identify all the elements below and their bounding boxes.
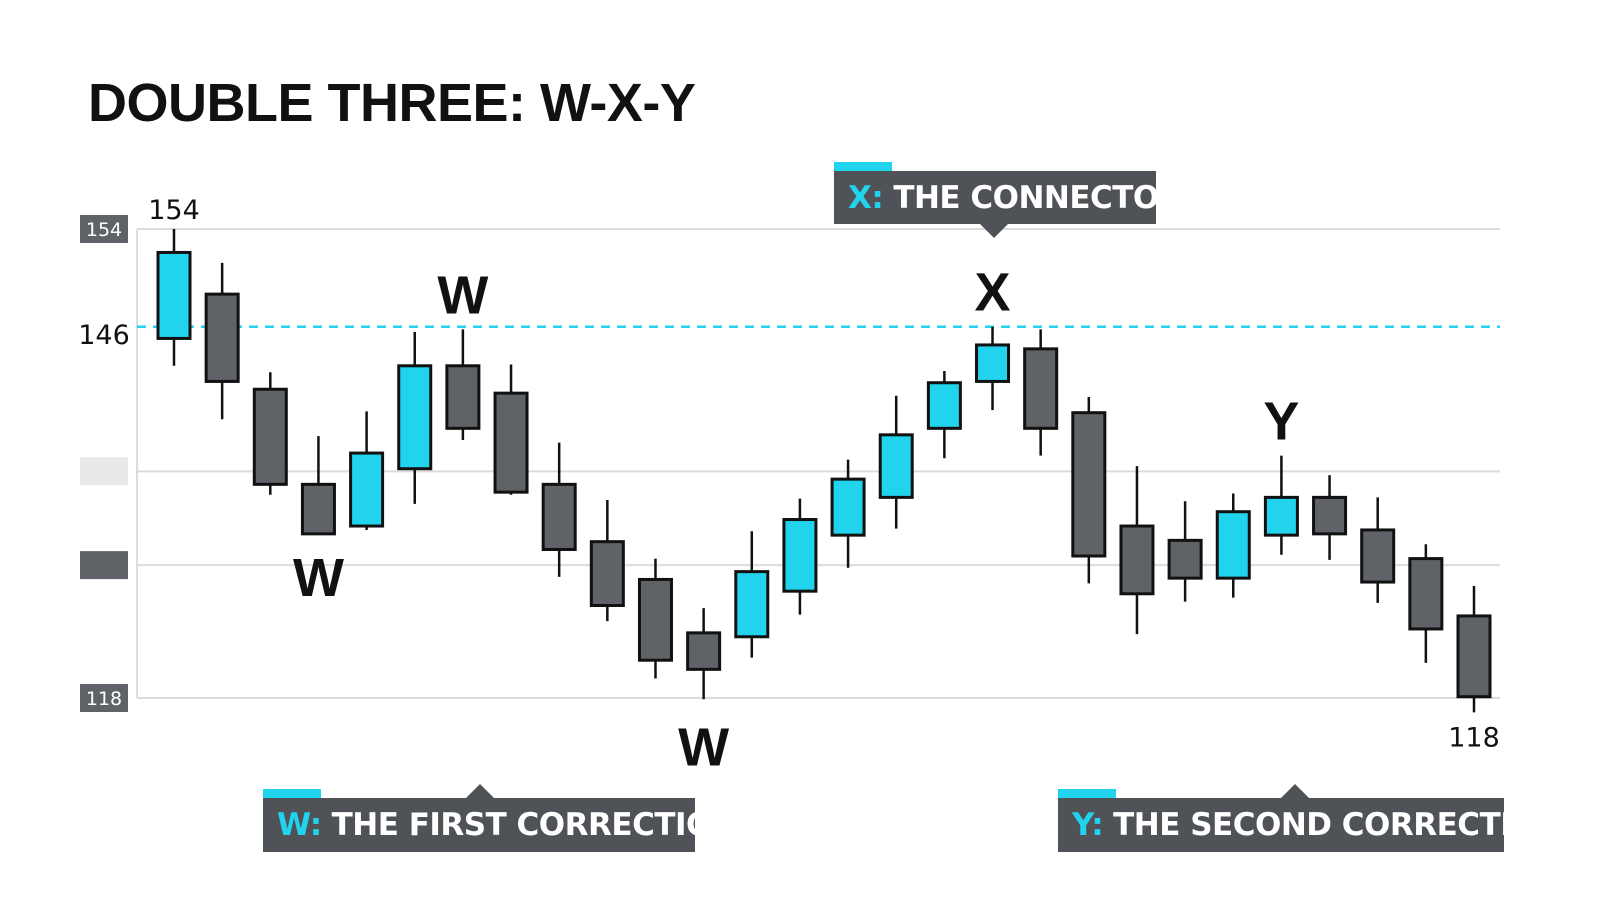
candle: [1023, 329, 1059, 456]
candle-body: [1456, 614, 1492, 699]
candle-body: [734, 570, 770, 639]
candle-body: [1408, 557, 1444, 631]
candle-body: [1360, 528, 1396, 584]
candle-body: [1071, 411, 1107, 558]
candle-body: [589, 540, 625, 608]
wave-label: Y: [1263, 392, 1299, 452]
y-tick-label: 118: [86, 688, 122, 710]
wave-label: W: [678, 717, 729, 777]
callout-pointer: [980, 224, 1008, 238]
y-axis-ticks: 154 146 118: [78, 215, 130, 712]
callout-first-correction: W: THE FIRST CORRECTION: [263, 784, 738, 852]
callout-letter: W:: [277, 807, 322, 843]
candle-body: [1167, 538, 1203, 580]
candle: [1312, 475, 1348, 560]
candle: [830, 459, 866, 568]
grid-layer: [136, 228, 1500, 699]
callout-letter: X:: [848, 179, 884, 216]
candle-body: [830, 477, 866, 537]
callout-second-correction: Y: THE SECOND CORRECTION: [1058, 784, 1563, 852]
candle-body: [204, 292, 240, 383]
candle: [541, 442, 577, 577]
candle: [156, 229, 192, 366]
y-tick-badge: [80, 684, 128, 712]
wave-label: W: [437, 265, 488, 325]
candle-body: [349, 451, 385, 528]
candle: [878, 395, 914, 529]
candle-body: [637, 577, 673, 662]
candle-body: [445, 364, 481, 430]
callout-text: THE SECOND CORRECTION: [1113, 807, 1563, 843]
candle: [686, 608, 722, 700]
candle: [300, 436, 336, 536]
candle: [445, 329, 481, 441]
callout-accent-bar: [1058, 789, 1116, 798]
candle-body: [300, 482, 336, 536]
page-title: DOUBLE THREE: W-X-Y: [88, 73, 696, 133]
candle-body: [782, 518, 818, 593]
candle: [1408, 544, 1444, 663]
y-tick-badge: [80, 457, 128, 486]
candle: [349, 411, 385, 530]
y-tick-label: 146: [78, 320, 130, 351]
candle: [1456, 585, 1492, 713]
candle: [397, 331, 433, 504]
annotations-layer: 154 W W W X Y 118: [148, 195, 1500, 777]
y-tick-badge: [80, 215, 128, 243]
candle: [637, 558, 673, 679]
callout-accent-bar: [834, 162, 892, 171]
callout-letter: Y:: [1072, 807, 1104, 843]
callout-text: THE CONNECTOR: [893, 179, 1183, 216]
candle-body: [1215, 510, 1251, 580]
candle: [1215, 493, 1251, 598]
y-tick-badge: [80, 551, 128, 580]
callout-connector: X: THE CONNECTOR: [834, 162, 1183, 238]
candle-body: [1119, 524, 1155, 596]
candle-body: [541, 482, 577, 551]
callout-text: THE FIRST CORRECTION: [331, 807, 738, 843]
candles-layer: [156, 229, 1492, 713]
candle-body: [493, 391, 529, 494]
candle-body: [1263, 495, 1299, 537]
candle: [493, 364, 529, 495]
candle-body: [878, 433, 914, 499]
candle-body: [975, 343, 1011, 383]
wave-label: X: [975, 263, 1011, 323]
candle-body: [156, 250, 192, 340]
price-label: 154: [148, 195, 200, 226]
y-tick-label: 154: [86, 219, 122, 241]
candle-body: [397, 364, 433, 471]
candle: [1071, 397, 1107, 584]
candle: [734, 531, 770, 658]
candle-body: [926, 381, 962, 430]
price-label: 118: [1448, 722, 1500, 753]
candle: [1360, 497, 1396, 603]
wave-label: W: [293, 548, 344, 608]
candle-body: [1023, 347, 1059, 430]
candle: [252, 372, 288, 495]
candle-body: [252, 387, 288, 486]
candle: [1119, 466, 1155, 635]
callout-pointer: [1281, 784, 1309, 798]
candle-body: [1312, 495, 1348, 536]
candle: [1263, 455, 1299, 555]
candle: [926, 371, 962, 459]
callout-pointer: [466, 784, 494, 798]
callout-accent-bar: [263, 789, 321, 798]
candle-body: [686, 631, 722, 671]
candle: [975, 326, 1011, 411]
candle: [589, 499, 625, 622]
candle: [1167, 501, 1203, 602]
candle: [204, 262, 240, 420]
candle: [782, 498, 818, 615]
